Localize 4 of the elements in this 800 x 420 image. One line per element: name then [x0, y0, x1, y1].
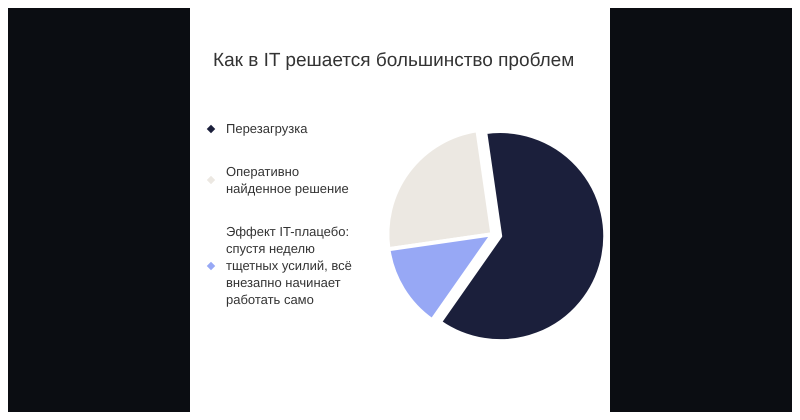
- legend-label: Перезагрузка: [226, 120, 308, 137]
- chart-title: Как в IT решается большинство проблем: [213, 50, 574, 71]
- legend-label: Эффект IT-плацебо: спустя неделю тщетных усилий, всё внезапно начинает работать само: [226, 223, 353, 308]
- legend-label: Оперативно найденное решение: [226, 163, 350, 197]
